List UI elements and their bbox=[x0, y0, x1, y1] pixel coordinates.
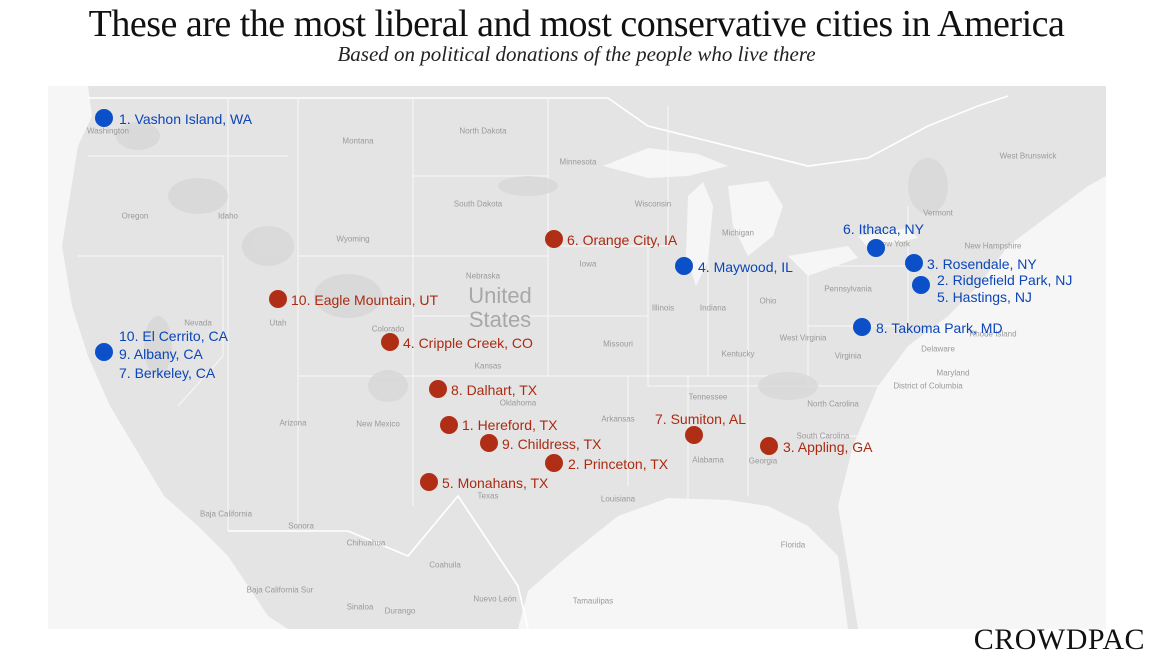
conservative-city-label: 4. Cripple Creek, CO bbox=[403, 335, 533, 351]
geo-label: Colorado bbox=[371, 324, 405, 334]
geo-label: West Virginia bbox=[779, 333, 827, 343]
geo-label: Delaware bbox=[921, 344, 955, 354]
conservative-city-marker[interactable] bbox=[545, 454, 563, 472]
geo-label: South Carolina bbox=[796, 431, 850, 441]
liberal-city-label: 4. Maywood, IL bbox=[698, 259, 793, 275]
geo-label: Nebraska bbox=[465, 271, 501, 281]
liberal-city-marker[interactable] bbox=[853, 318, 871, 336]
geo-label: Alabama bbox=[692, 455, 724, 465]
liberal-city-marker[interactable] bbox=[95, 109, 113, 127]
geo-label: Arizona bbox=[279, 418, 307, 428]
geo-label: Wisconsin bbox=[634, 199, 672, 209]
liberal-city-marker[interactable] bbox=[912, 276, 930, 294]
liberal-city-label: 1. Vashon Island, WA bbox=[119, 111, 253, 127]
geo-label: Durango bbox=[384, 606, 416, 616]
conservative-city-label: 8. Dalhart, TX bbox=[451, 382, 538, 398]
geo-label: Utah bbox=[269, 318, 287, 328]
geo-label: New Hampshire bbox=[964, 241, 1022, 251]
liberal-city-marker[interactable] bbox=[95, 343, 113, 361]
liberal-city-label: 3. Rosendale, NY bbox=[927, 256, 1037, 272]
liberal-city-marker[interactable] bbox=[905, 254, 923, 272]
geo-label: Oklahoma bbox=[499, 398, 537, 408]
conservative-city-marker[interactable] bbox=[545, 230, 563, 248]
conservative-city-marker[interactable] bbox=[381, 333, 399, 351]
geo-label: Kansas bbox=[474, 361, 502, 371]
geo-label: Florida bbox=[780, 540, 806, 550]
conservative-city-label: 1. Hereford, TX bbox=[462, 417, 558, 433]
liberal-city-label: 9. Albany, CA bbox=[119, 346, 203, 362]
geo-label: Baja California Sur bbox=[246, 585, 314, 595]
geo-label: Washington bbox=[87, 126, 129, 136]
liberal-city-marker[interactable] bbox=[867, 239, 885, 257]
map[interactable]: Washington Oregon Nevada Utah Idaho Wyoming Co… bbox=[48, 86, 1106, 629]
geo-label: Kentucky bbox=[721, 349, 755, 359]
crowdpac-logo: CROWDPAC bbox=[973, 623, 1145, 656]
geo-label: Idaho bbox=[217, 211, 239, 221]
geo-label: Tamaulipas bbox=[572, 596, 614, 606]
geo-label: Montana bbox=[342, 136, 374, 146]
geo-label: Wyoming bbox=[336, 234, 370, 244]
geo-label: New Mexico bbox=[356, 419, 400, 429]
liberal-city-label: 7. Berkeley, CA bbox=[119, 365, 216, 381]
conservative-city-label: 5. Monahans, TX bbox=[442, 475, 549, 491]
conservative-city-label: 6. Orange City, IA bbox=[567, 232, 678, 248]
conservative-city-marker[interactable] bbox=[480, 434, 498, 452]
geo-label: Vermont bbox=[923, 208, 953, 218]
geo-label: Ohio bbox=[759, 296, 777, 306]
geo-label: Michigan bbox=[721, 228, 755, 238]
geo-label: Iowa bbox=[579, 259, 597, 269]
liberal-city-marker[interactable] bbox=[675, 257, 693, 275]
conservative-city-marker[interactable] bbox=[269, 290, 287, 308]
country-label: United States bbox=[468, 283, 532, 332]
geo-label: Chihuahua bbox=[346, 538, 386, 548]
conservative-city-label: 10. Eagle Mountain, UT bbox=[291, 292, 439, 308]
conservative-city-label: 9. Childress, TX bbox=[502, 436, 602, 452]
conservative-city-marker[interactable] bbox=[420, 473, 438, 491]
liberal-city-label: 2. Ridgefield Park, NJ bbox=[937, 272, 1073, 288]
geo-label: Texas bbox=[477, 491, 499, 501]
geo-label: Arkansas bbox=[601, 414, 635, 424]
geo-label: Tennessee bbox=[688, 392, 728, 402]
conservative-city-marker[interactable] bbox=[429, 380, 447, 398]
liberal-city-label: 8. Takoma Park, MD bbox=[876, 320, 1003, 336]
liberal-city-label: 6. Ithaca, NY bbox=[843, 221, 924, 237]
geo-label: Sonora bbox=[288, 521, 314, 531]
geo-label: Sinaloa bbox=[346, 602, 374, 612]
geo-label: Virginia bbox=[834, 351, 862, 361]
geo-label: District of Columbia bbox=[893, 381, 963, 391]
map-basemap bbox=[48, 86, 1106, 629]
geo-label: Baja California bbox=[199, 509, 253, 519]
conservative-city-label: 7. Sumiton, AL bbox=[655, 411, 747, 427]
geo-label: Rhode Island bbox=[969, 329, 1017, 339]
geo-label: Minnesota bbox=[559, 157, 597, 167]
liberal-city-label: 5. Hastings, NJ bbox=[937, 289, 1032, 305]
geo-label: Indiana bbox=[699, 303, 727, 313]
geo-label: North Dakota bbox=[459, 126, 507, 136]
liberal-city-label: 10. El Cerrito, CA bbox=[119, 328, 228, 344]
conservative-city-label: 3. Appling, GA bbox=[783, 439, 873, 455]
geo-label: Coahuila bbox=[429, 560, 461, 570]
conservative-city-marker[interactable] bbox=[685, 426, 703, 444]
geo-label: North Carolina bbox=[807, 399, 859, 409]
geo-label: Georgia bbox=[748, 456, 778, 466]
page-title: These are the most liberal and most cons… bbox=[88, 3, 1065, 45]
conservative-city-label: 2. Princeton, TX bbox=[568, 456, 669, 472]
geo-label: Pennsylvania bbox=[824, 284, 872, 294]
geo-label: Illinois bbox=[651, 303, 675, 313]
page-subtitle: Based on political donations of the peop… bbox=[337, 42, 816, 66]
geo-label: New York bbox=[876, 239, 910, 249]
geo-label: Louisiana bbox=[600, 494, 636, 504]
geo-label: Missouri bbox=[603, 339, 633, 349]
geo-label: South Dakota bbox=[453, 199, 503, 209]
geo-label: Nevada bbox=[184, 318, 212, 328]
geo-label: Nuevo León bbox=[473, 594, 517, 604]
geo-label: Oregon bbox=[121, 211, 149, 221]
conservative-city-marker[interactable] bbox=[440, 416, 458, 434]
conservative-city-marker[interactable] bbox=[760, 437, 778, 455]
geo-label: Maryland bbox=[936, 368, 970, 378]
geo-label: West Brunswick bbox=[999, 151, 1057, 161]
